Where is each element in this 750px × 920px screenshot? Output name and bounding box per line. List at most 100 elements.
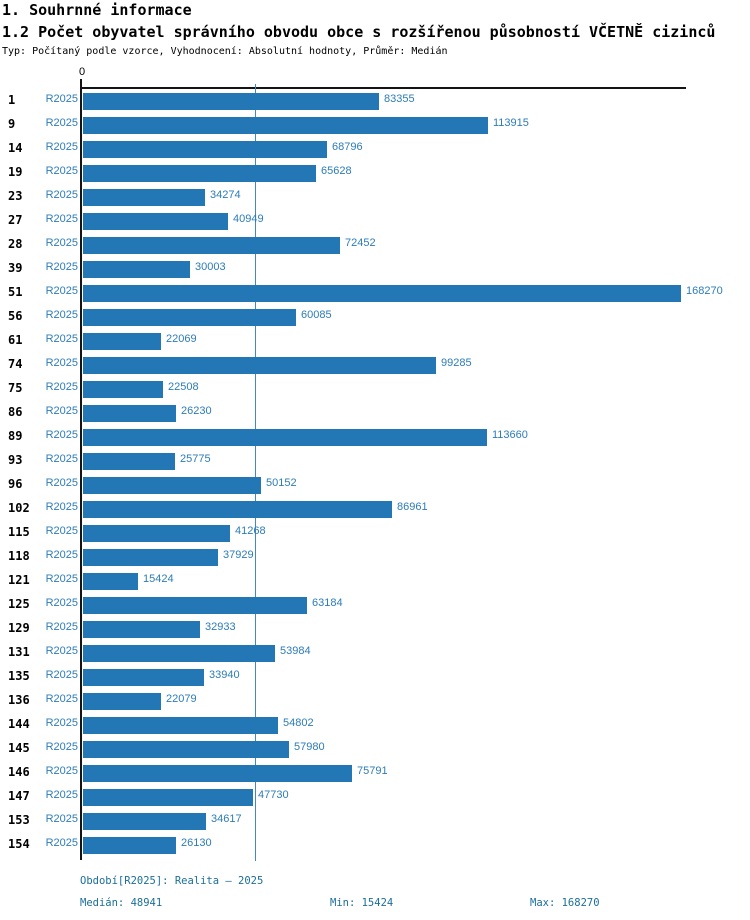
row-series-label: R2025 — [45, 237, 78, 249]
bar-value-label: 32933 — [205, 621, 236, 633]
bar — [83, 501, 392, 518]
row-id-label: 145 — [8, 741, 30, 755]
x-axis-line — [82, 87, 686, 89]
chart-row: 118 R2025 37929 — [0, 549, 750, 566]
row-series-label: R2025 — [45, 189, 78, 201]
bar-value-label: 54802 — [283, 717, 314, 729]
chart-row: 75 R2025 22508 — [0, 381, 750, 398]
bar-value-label: 60085 — [301, 309, 332, 321]
bar — [83, 741, 289, 758]
row-series-label: R2025 — [45, 573, 78, 585]
bar-value-label: 22079 — [166, 693, 197, 705]
row-id-label: 61 — [8, 333, 23, 347]
row-id-label: 136 — [8, 693, 30, 707]
chart-row: 115 R2025 41268 — [0, 525, 750, 542]
bar-value-label: 25775 — [180, 453, 211, 465]
bar — [83, 453, 175, 470]
row-series-label: R2025 — [45, 261, 78, 273]
median-gridline — [255, 84, 256, 861]
bar-value-label: 113660 — [492, 429, 528, 441]
bar-value-label: 99285 — [441, 357, 472, 369]
chart-row: 23 R2025 34274 — [0, 189, 750, 206]
median-stat-label: Medián: 48941 — [80, 897, 163, 909]
chart-row: 93 R2025 25775 — [0, 453, 750, 470]
row-id-label: 135 — [8, 669, 30, 683]
chart-row: 19 R2025 65628 — [0, 165, 750, 182]
row-series-label: R2025 — [45, 789, 78, 801]
bar — [83, 429, 487, 446]
chart-subtitle: Typ: Počítaný podle vzorce, Vyhodnocení:… — [2, 46, 448, 57]
bar-value-label: 15424 — [143, 573, 174, 585]
bar — [83, 573, 138, 590]
bar-value-label: 26130 — [181, 837, 212, 849]
row-id-label: 39 — [8, 261, 23, 275]
bar-value-label: 50152 — [266, 477, 297, 489]
chart-row: 27 R2025 40949 — [0, 213, 750, 230]
bar — [83, 357, 436, 374]
row-id-label: 23 — [8, 189, 23, 203]
bar — [83, 333, 161, 350]
bar-value-label: 65628 — [321, 165, 352, 177]
row-id-label: 146 — [8, 765, 30, 779]
row-id-label: 153 — [8, 813, 30, 827]
bar-value-label: 33940 — [209, 669, 240, 681]
chart-row: 147 R2025 47730 — [0, 789, 750, 806]
chart-row: 136 R2025 22079 — [0, 693, 750, 710]
bar — [83, 837, 176, 854]
bar — [83, 237, 340, 254]
row-series-label: R2025 — [45, 285, 78, 297]
bar-value-label: 86961 — [397, 501, 428, 513]
row-series-label: R2025 — [45, 741, 78, 753]
page-title: 1. Souhrnné informace — [2, 1, 192, 19]
bar-value-label: 40949 — [233, 213, 264, 225]
row-series-label: R2025 — [45, 837, 78, 849]
bar — [83, 261, 190, 278]
chart-row: 39 R2025 30003 — [0, 261, 750, 278]
row-id-label: 14 — [8, 141, 23, 155]
bar — [83, 117, 488, 134]
bar-value-label: 47730 — [258, 789, 289, 801]
row-id-label: 28 — [8, 237, 23, 251]
bar — [83, 285, 681, 302]
bar — [83, 213, 228, 230]
bar-value-label: 83355 — [384, 93, 415, 105]
bar — [83, 597, 307, 614]
bar — [83, 525, 230, 542]
row-series-label: R2025 — [45, 693, 78, 705]
bar-value-label: 34617 — [211, 813, 242, 825]
bar — [83, 621, 200, 638]
bar-value-label: 72452 — [345, 237, 376, 249]
chart-row: 153 R2025 34617 — [0, 813, 750, 830]
x-axis-zero-tick-label: 0 — [78, 66, 86, 78]
row-series-label: R2025 — [45, 717, 78, 729]
row-series-label: R2025 — [45, 165, 78, 177]
row-id-label: 147 — [8, 789, 30, 803]
bar-value-label: 68796 — [332, 141, 363, 153]
bar-value-label: 30003 — [195, 261, 226, 273]
chart-row: 144 R2025 54802 — [0, 717, 750, 734]
bar-value-label: 41268 — [235, 525, 266, 537]
y-axis-line — [80, 79, 82, 860]
bar — [83, 645, 275, 662]
bar — [83, 309, 296, 326]
bar — [83, 693, 161, 710]
bar — [83, 549, 218, 566]
bar — [83, 405, 176, 422]
row-series-label: R2025 — [45, 333, 78, 345]
row-series-label: R2025 — [45, 213, 78, 225]
chart-row: 146 R2025 75791 — [0, 765, 750, 782]
chart-row: 61 R2025 22069 — [0, 333, 750, 350]
row-series-label: R2025 — [45, 453, 78, 465]
row-id-label: 102 — [8, 501, 30, 515]
bar — [83, 813, 206, 830]
bar — [83, 93, 379, 110]
row-series-label: R2025 — [45, 309, 78, 321]
row-series-label: R2025 — [45, 429, 78, 441]
bar — [83, 141, 327, 158]
row-series-label: R2025 — [45, 501, 78, 513]
chart-row: 56 R2025 60085 — [0, 309, 750, 326]
row-id-label: 115 — [8, 525, 30, 539]
row-id-label: 1 — [8, 93, 16, 107]
row-id-label: 19 — [8, 165, 23, 179]
